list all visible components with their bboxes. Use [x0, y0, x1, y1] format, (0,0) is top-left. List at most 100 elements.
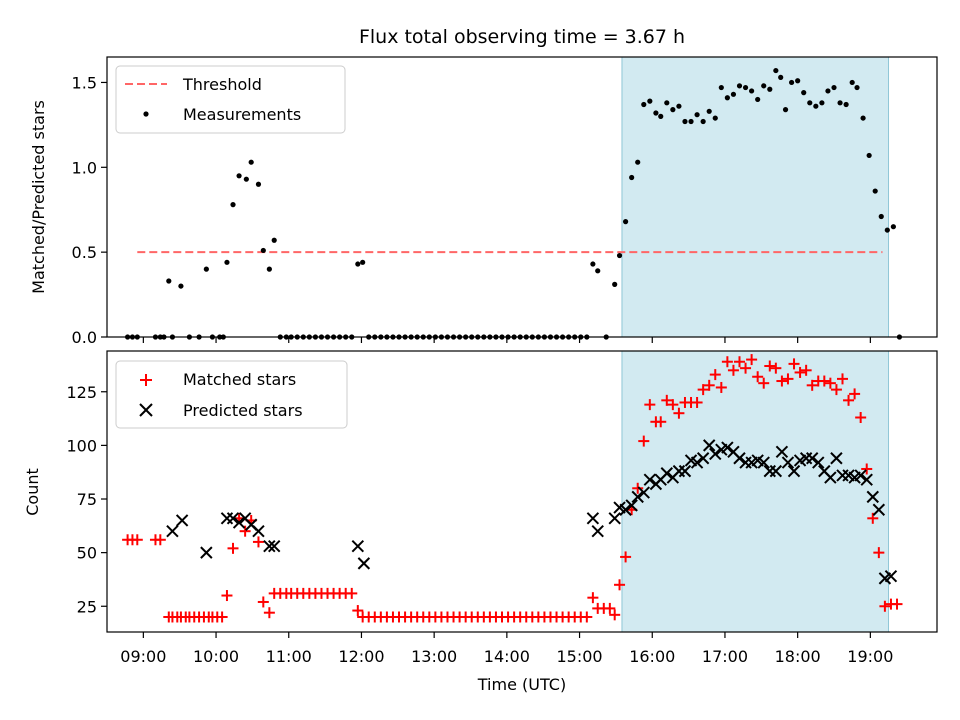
predicted-star-point: [643, 473, 657, 486]
matched-star-point: [673, 407, 685, 419]
predicted-star-point: [232, 516, 246, 529]
measurement-point: [788, 79, 795, 86]
predicted-star-point: [830, 452, 843, 465]
measurement-point: [612, 281, 618, 287]
measurement-point: [236, 173, 242, 179]
x-tick-label: 16:00: [629, 647, 675, 666]
matched-star-point: [263, 607, 275, 619]
measurement-point: [724, 95, 730, 101]
predicted-star-point: [586, 512, 600, 525]
measurement-point: [843, 101, 849, 108]
measurement-point: [773, 67, 779, 74]
predicted-star-point: [608, 512, 621, 525]
matched-star-point: [614, 579, 626, 591]
predicted-star-point: [872, 503, 886, 516]
matched-star-point: [703, 379, 715, 391]
measurement-point: [742, 84, 749, 91]
matched-star-point: [861, 463, 873, 475]
measurement-point: [595, 268, 601, 274]
measurement-point: [260, 247, 266, 254]
matched-star-point: [733, 356, 745, 368]
measurement-point: [622, 219, 629, 225]
top-legend: Threshold Measurements: [115, 65, 346, 134]
matched-star-point: [252, 536, 264, 548]
y-tick-label: 0.0: [72, 328, 97, 347]
matched-star-point: [227, 542, 239, 554]
measurement-point: [647, 98, 653, 104]
predicted-star-point: [781, 456, 795, 469]
measurement-point: [890, 224, 896, 230]
measurement-point: [248, 159, 254, 165]
matched-star-point: [715, 381, 727, 393]
measurement-point: [178, 283, 184, 289]
measurement-point: [694, 112, 700, 118]
matched-star-point: [818, 375, 830, 387]
legend-matched-swatch: [140, 374, 152, 386]
matched-star-point: [794, 366, 806, 378]
measurement-point: [664, 100, 670, 106]
predicted-star-point: [268, 539, 281, 553]
measurement-point: [755, 96, 761, 103]
matched-star-point: [691, 396, 703, 408]
predicted-star-point: [884, 570, 898, 583]
y-tick-label: 50: [77, 544, 97, 563]
matched-star-point: [746, 354, 758, 366]
matched-star-point: [604, 602, 616, 614]
matched-star-point: [667, 399, 679, 411]
matched-star-point: [782, 373, 794, 385]
x-tick-label: 11:00: [266, 647, 312, 666]
bottom-y-axis-label: Count: [23, 468, 42, 516]
matched-star-point: [758, 377, 770, 389]
matched-star-point: [346, 587, 358, 599]
matched-star-point: [632, 482, 644, 494]
predicted-star-point: [775, 445, 789, 459]
bottom-y-axis: 25 50 75 100 125: [66, 383, 107, 616]
predicted-star-point: [769, 464, 783, 478]
matched-star-point: [697, 384, 709, 396]
predicted-star-point: [252, 524, 265, 538]
x-tick-label: 18:00: [775, 647, 821, 666]
predicted-star-point: [696, 452, 710, 465]
measurement-point: [778, 74, 784, 80]
measurement-point: [670, 107, 676, 113]
predicted-star-point: [357, 557, 371, 570]
x-tick-label: 19:00: [847, 647, 893, 666]
matched-star-point: [721, 356, 733, 368]
measurement-point: [878, 213, 884, 220]
matched-star-point: [644, 399, 656, 411]
y-tick-label: 1.0: [72, 158, 97, 177]
measurement-point: [706, 108, 712, 114]
measurement-point: [831, 84, 837, 91]
measurement-point: [616, 252, 623, 259]
predicted-star-point: [220, 512, 234, 525]
matched-star-point: [855, 411, 867, 423]
measurement-point: [682, 118, 688, 125]
measurement-point: [866, 152, 872, 159]
matched-star-point: [131, 534, 143, 546]
matched-star-point: [879, 600, 891, 612]
bottom-axes-frame: [106, 350, 938, 633]
bottom-x-axis: 09:00 10:00 11:00 12:00 13:00 14:00 15:00 16:00…: [120, 632, 893, 666]
predicted-star-point: [631, 490, 644, 504]
matched-star-point: [764, 360, 776, 372]
matched-star-point: [770, 362, 782, 374]
measurement-point: [801, 90, 807, 96]
measurement-point: [653, 110, 659, 116]
matched-star-point: [257, 596, 269, 608]
measurement-point: [355, 261, 361, 267]
matched-star-point: [638, 435, 650, 447]
matched-star-point: [843, 394, 855, 406]
y-tick-label: 0.5: [72, 243, 97, 262]
predicted-star-point: [200, 546, 213, 559]
predicted-star-point: [702, 439, 716, 452]
measurement-point: [849, 79, 855, 86]
matched-star-point: [609, 609, 621, 621]
measurement-point: [712, 115, 718, 121]
matched-star-point: [655, 416, 667, 428]
matched-star-point: [800, 364, 812, 376]
x-tick-label: 10:00: [193, 647, 239, 666]
measurement-point: [230, 202, 236, 208]
measurement-point: [813, 103, 819, 109]
measurement-point: [860, 115, 866, 121]
